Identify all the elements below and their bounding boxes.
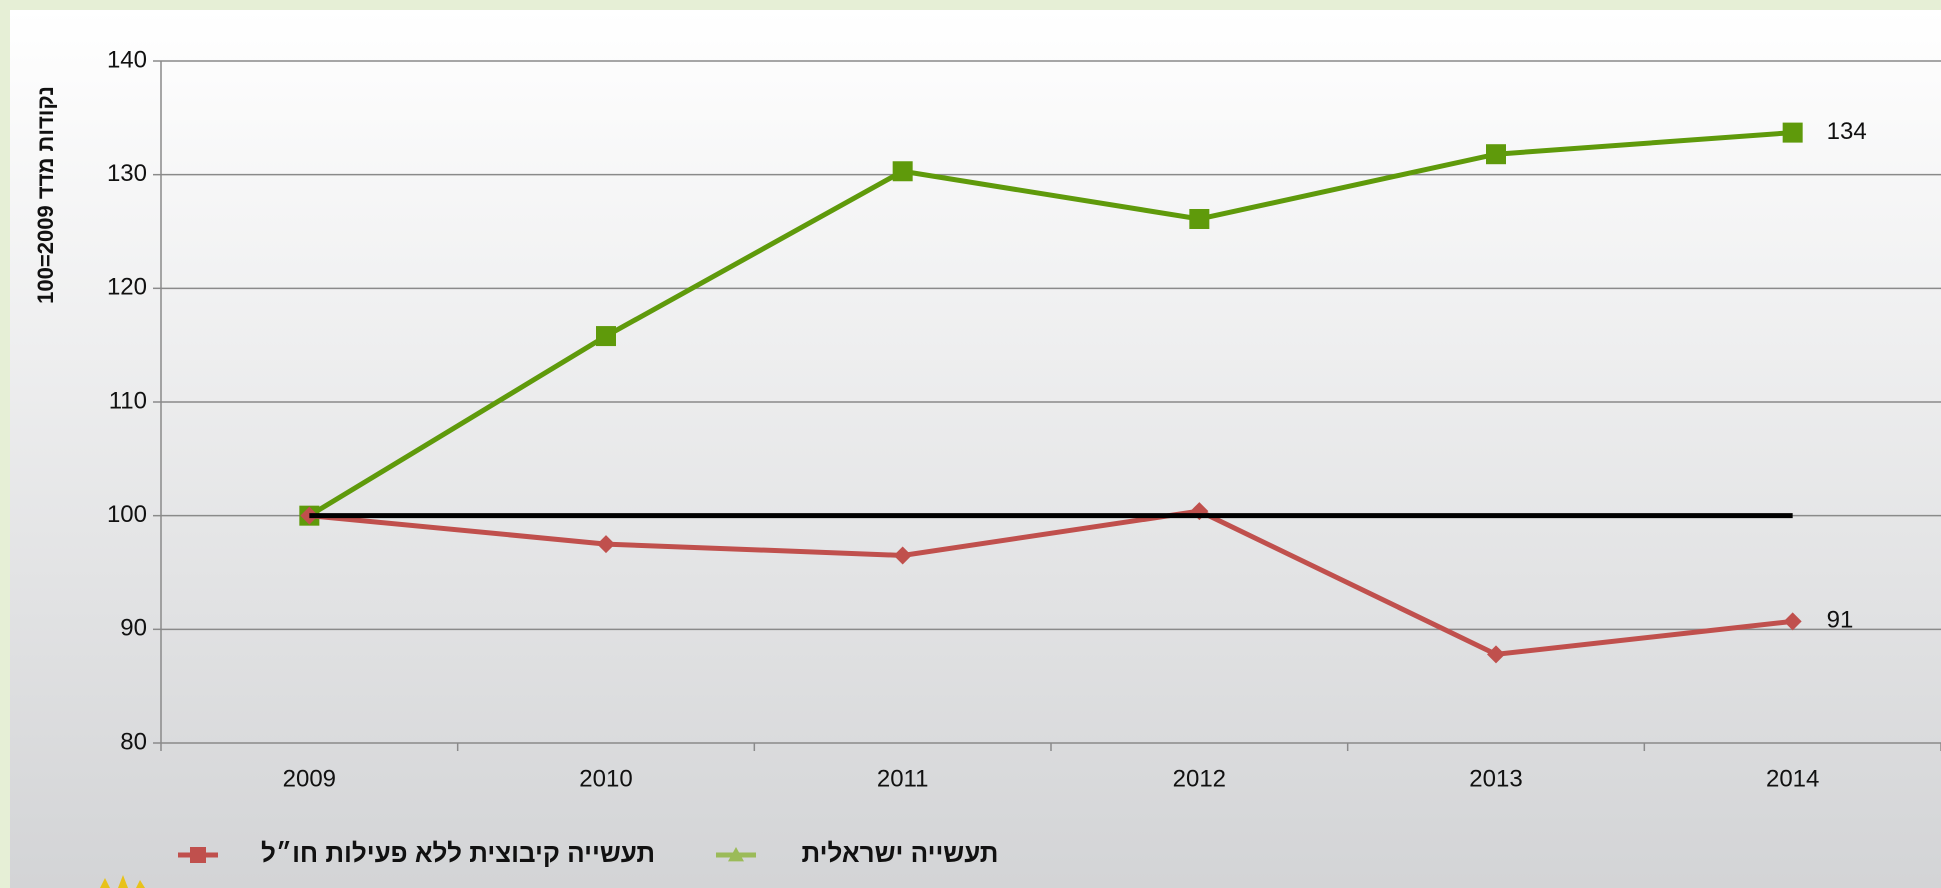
data-label: 91 — [1827, 607, 1854, 634]
legend-marker — [190, 847, 206, 863]
y-tick-label: 100 — [107, 501, 147, 528]
legend-label: תעשייה קיבוצית ללא פעילות חו״ל — [261, 838, 655, 868]
y-tick-label: 120 — [107, 274, 147, 301]
y-tick-label: 90 — [120, 615, 147, 642]
series-line — [309, 508, 1793, 657]
x-tick-label: 2014 — [1766, 765, 1819, 792]
data-point — [893, 546, 912, 565]
x-tick-label: 2013 — [1469, 765, 1522, 792]
x-tick-label: 2009 — [283, 765, 336, 792]
data-label: 134 — [1827, 118, 1867, 145]
data-point — [597, 535, 615, 554]
logo — [100, 875, 145, 888]
y-tick-label: 80 — [120, 728, 147, 755]
data-point — [596, 326, 616, 347]
legend-label: תעשייה ישראלית — [802, 838, 999, 868]
series-line — [308, 130, 1793, 518]
data-point — [1487, 645, 1505, 664]
data-point — [892, 161, 913, 182]
y-tick-label: 130 — [107, 160, 147, 187]
y-axis-title: נקודות מדד 2009=100 — [33, 86, 58, 304]
y-tick-label: 110 — [109, 387, 147, 414]
y-tick-label: 140 — [107, 46, 147, 73]
data-point — [1486, 144, 1506, 165]
x-tick-label: 2010 — [579, 765, 632, 792]
data-point — [1189, 208, 1210, 229]
x-tick-label: 2011 — [877, 765, 929, 792]
data-point — [1783, 612, 1802, 631]
x-tick-label: 2012 — [1173, 765, 1226, 792]
data-point — [1782, 122, 1803, 143]
legend-marker — [728, 847, 744, 862]
chart-background — [10, 10, 1941, 888]
